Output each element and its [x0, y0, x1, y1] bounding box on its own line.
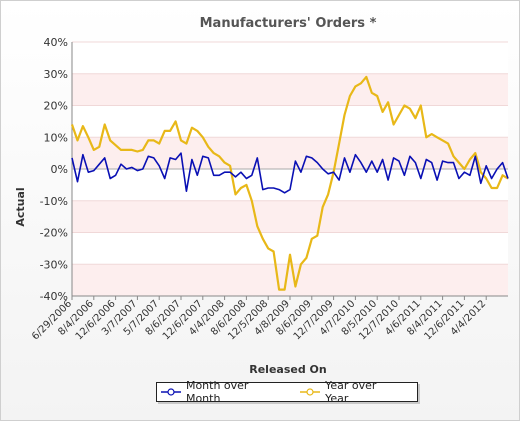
legend-label-year-over-year: Year over Year — [325, 379, 377, 405]
y-tick-label: 30% — [44, 68, 68, 81]
y-tick-label: -40% — [40, 290, 68, 303]
y-tick-label: 10% — [44, 131, 68, 144]
chart-legend: Month over Month Year over Year — [156, 379, 418, 405]
y-tick-label: -20% — [40, 227, 68, 240]
legend-swatch-year-over-year — [300, 388, 321, 396]
x-axis-label: Released On — [249, 363, 326, 376]
series-line-year-over-year — [70, 75, 509, 291]
y-axis-label: Actual — [14, 187, 27, 226]
plot-band — [72, 200, 508, 233]
plot-band — [72, 264, 508, 296]
plot-band — [72, 73, 508, 106]
series-line-month-over-month — [71, 152, 509, 194]
legend-swatch-month-over-month — [161, 388, 181, 396]
y-tick-labels: 40% 30% 20% 10% 0% -10% -20% -30% -40% — [40, 36, 68, 303]
chart-title: Manufacturers' Orders * — [200, 16, 377, 31]
y-tick-label: -10% — [40, 195, 68, 208]
y-tick-label: 40% — [44, 36, 68, 49]
series-lines — [70, 75, 509, 291]
legend-item-month-over-month: Month over Month — [161, 379, 286, 405]
x-tick-labels: 6/29/20068/4/200612/6/20063/7/20075/7/20… — [30, 296, 488, 342]
y-tick-label: 0% — [51, 163, 68, 176]
legend-item-year-over-year: Year over Year — [300, 379, 403, 405]
y-tick-label: 20% — [44, 100, 68, 113]
y-tick-label: -30% — [40, 258, 68, 271]
plot-band — [72, 137, 508, 169]
legend-label-month-over-month: Month over Month — [185, 379, 249, 405]
